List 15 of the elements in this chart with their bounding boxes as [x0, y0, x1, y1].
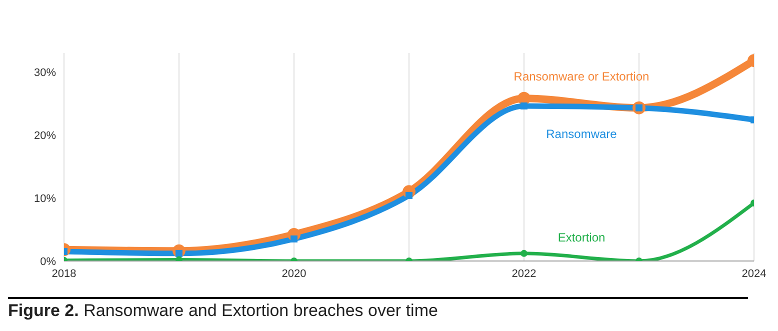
x-tick-label: 2020: [282, 268, 306, 280]
text: Figure 2. Ransomware and Extortion breaches over time: [8, 297, 748, 321]
y-tick-label: 10%: [34, 192, 56, 205]
x-tick-label: 2024: [742, 268, 766, 280]
point: [290, 235, 298, 242]
x-tick-label: 2022: [512, 268, 536, 280]
y-tick-label: 20%: [34, 130, 56, 142]
point: [406, 192, 412, 199]
series-label: Ransomware or Extortion: [514, 70, 650, 84]
series-label: Extortion: [558, 230, 606, 245]
x-tick-label: 2018: [52, 268, 76, 280]
series-label: Ransomware: [546, 127, 618, 142]
y-tick-label: 0%: [40, 256, 56, 268]
y-tick-label: 30%: [34, 66, 56, 79]
point: [520, 250, 528, 257]
